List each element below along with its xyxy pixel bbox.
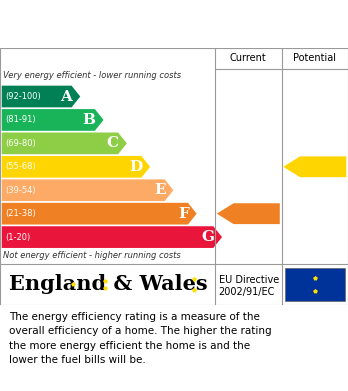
Text: 2002/91/EC: 2002/91/EC xyxy=(219,287,275,297)
Text: A: A xyxy=(61,90,72,104)
Polygon shape xyxy=(217,203,280,224)
Text: (21-38): (21-38) xyxy=(5,209,36,218)
Text: The energy efficiency rating is a measure of the
overall efficiency of a home. T: The energy efficiency rating is a measur… xyxy=(9,312,271,365)
Text: Potential: Potential xyxy=(293,53,336,63)
Polygon shape xyxy=(2,203,197,224)
Text: (39-54): (39-54) xyxy=(5,186,36,195)
Text: Not energy efficient - higher running costs: Not energy efficient - higher running co… xyxy=(3,251,181,260)
Text: (69-80): (69-80) xyxy=(5,139,36,148)
Polygon shape xyxy=(283,156,346,177)
Text: Energy Efficiency Rating: Energy Efficiency Rating xyxy=(9,15,238,33)
Text: (92-100): (92-100) xyxy=(5,92,41,101)
Text: Very energy efficient - lower running costs: Very energy efficient - lower running co… xyxy=(3,71,182,80)
Polygon shape xyxy=(2,133,127,154)
Polygon shape xyxy=(2,179,173,201)
Polygon shape xyxy=(2,109,104,131)
Text: C: C xyxy=(107,136,119,151)
Text: F: F xyxy=(178,207,189,221)
Text: B: B xyxy=(83,113,96,127)
Text: EU Directive: EU Directive xyxy=(219,274,279,285)
Bar xyxy=(285,268,345,301)
Text: (1-20): (1-20) xyxy=(5,233,31,242)
Polygon shape xyxy=(2,156,150,178)
Text: England & Wales: England & Wales xyxy=(9,274,207,294)
Text: (55-68): (55-68) xyxy=(5,162,36,171)
Text: Current: Current xyxy=(230,53,267,63)
Polygon shape xyxy=(2,86,80,108)
Text: 68: 68 xyxy=(313,159,334,174)
Polygon shape xyxy=(2,226,222,248)
Text: D: D xyxy=(129,160,142,174)
Text: 28: 28 xyxy=(246,206,267,221)
Text: G: G xyxy=(201,230,214,244)
Text: (81-91): (81-91) xyxy=(5,115,36,124)
Text: E: E xyxy=(154,183,166,197)
